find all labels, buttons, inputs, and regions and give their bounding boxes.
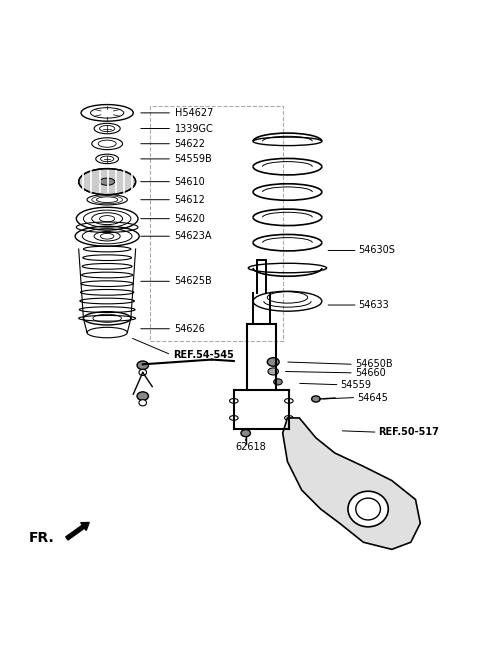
Ellipse shape	[285, 399, 293, 403]
Ellipse shape	[241, 430, 251, 437]
Ellipse shape	[137, 392, 148, 400]
Text: 54623A: 54623A	[175, 231, 212, 241]
Text: 54626: 54626	[175, 324, 205, 334]
Text: 54630S: 54630S	[359, 246, 396, 255]
Ellipse shape	[229, 399, 238, 403]
Bar	[150, 106, 283, 341]
Ellipse shape	[268, 368, 278, 375]
Text: FR.: FR.	[29, 531, 55, 546]
Text: 54660: 54660	[355, 368, 385, 378]
Text: 1339GC: 1339GC	[175, 124, 213, 133]
Text: 54625B: 54625B	[175, 276, 212, 286]
Text: 54610: 54610	[175, 177, 205, 187]
Text: H54627: H54627	[175, 108, 213, 118]
Text: 54633: 54633	[359, 300, 389, 310]
Text: 54645: 54645	[357, 393, 388, 402]
Text: 54650B: 54650B	[355, 360, 393, 369]
Ellipse shape	[285, 415, 293, 421]
Polygon shape	[283, 418, 420, 550]
Text: 54559B: 54559B	[175, 154, 212, 164]
Ellipse shape	[79, 168, 136, 194]
Ellipse shape	[348, 491, 388, 527]
Ellipse shape	[312, 396, 320, 402]
Text: 54622: 54622	[175, 139, 205, 148]
Ellipse shape	[139, 369, 146, 375]
Text: 62618: 62618	[235, 443, 266, 452]
FancyArrow shape	[66, 522, 89, 540]
Text: REF.54-545: REF.54-545	[173, 350, 233, 360]
Text: REF.50-517: REF.50-517	[379, 427, 439, 437]
Text: 54620: 54620	[175, 214, 205, 224]
Ellipse shape	[229, 415, 238, 421]
Ellipse shape	[139, 400, 146, 406]
Text: 54559: 54559	[341, 380, 372, 389]
Ellipse shape	[267, 358, 279, 366]
Ellipse shape	[99, 178, 115, 185]
Text: 54612: 54612	[175, 194, 205, 205]
Ellipse shape	[274, 379, 282, 385]
Ellipse shape	[137, 361, 148, 369]
